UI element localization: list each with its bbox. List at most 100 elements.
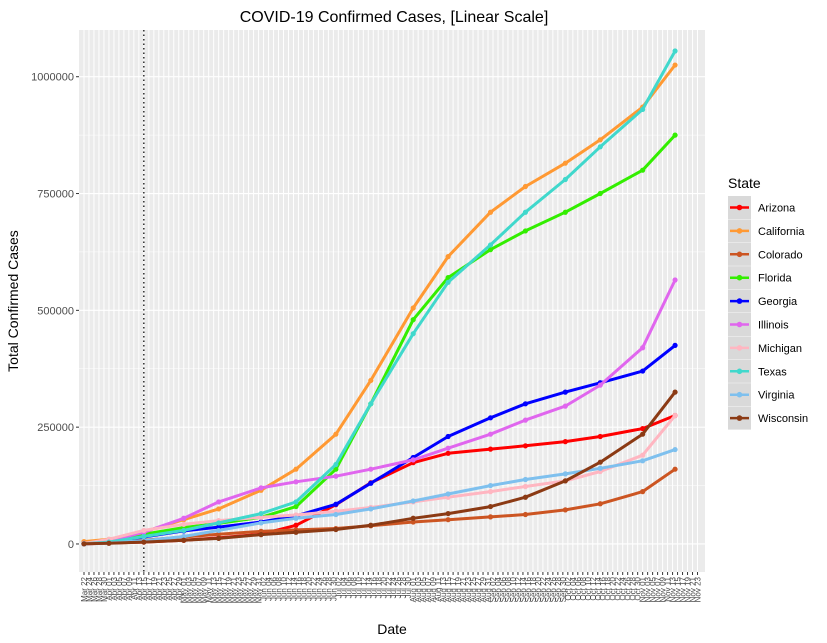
x-tick-label: Jun 10 bbox=[280, 576, 289, 601]
x-tick-label: May 05 bbox=[190, 576, 199, 603]
data-point-illinois bbox=[522, 417, 529, 423]
x-tick-label: Jun 06 bbox=[270, 576, 279, 601]
data-point-wisconsin bbox=[562, 478, 568, 484]
x-tick-label: Oct 10 bbox=[584, 576, 593, 600]
data-point-michigan bbox=[487, 489, 494, 495]
data-point-virginia bbox=[487, 482, 494, 489]
data-point-georgia bbox=[445, 433, 451, 440]
x-tick-label: Jul 16 bbox=[369, 576, 378, 598]
data-point-illinois bbox=[410, 457, 416, 463]
x-tick-label: Jun 20 bbox=[304, 576, 313, 601]
legend-marker-texas bbox=[736, 368, 743, 375]
x-tick-label: Sep 26 bbox=[549, 576, 558, 602]
x-tick-label: Jun 08 bbox=[275, 576, 284, 601]
data-point-virginia bbox=[445, 491, 451, 497]
data-point-wisconsin bbox=[368, 522, 374, 528]
x-axis-title: Date bbox=[377, 621, 407, 637]
x-tick-label: Sep 02 bbox=[489, 576, 498, 602]
data-point-texas bbox=[368, 401, 374, 407]
x-tick-label: Mar 30 bbox=[100, 576, 109, 601]
x-tick-label: May 27 bbox=[245, 576, 254, 603]
x-tick-label: May 29 bbox=[250, 576, 259, 603]
x-tick-label: Jun 16 bbox=[294, 576, 303, 601]
data-point-wisconsin bbox=[445, 510, 451, 517]
legend-label-wisconsin: Wisconsin bbox=[758, 413, 808, 425]
data-point-virginia bbox=[672, 446, 678, 453]
data-point-florida bbox=[562, 209, 568, 215]
x-tick-label: Apr 03 bbox=[110, 576, 119, 600]
data-point-texas bbox=[487, 242, 494, 248]
x-tick-label: Jul 20 bbox=[379, 576, 388, 598]
data-point-texas bbox=[597, 144, 603, 150]
data-point-florida bbox=[640, 167, 646, 173]
data-point-colorado bbox=[487, 514, 494, 520]
data-point-illinois bbox=[672, 277, 678, 283]
data-point-illinois bbox=[258, 485, 264, 491]
x-tick-label: Jul 24 bbox=[389, 576, 398, 598]
x-tick-label: Apr 19 bbox=[150, 576, 159, 600]
x-tick-label: May 25 bbox=[240, 576, 249, 603]
plot-background bbox=[79, 30, 705, 572]
x-tick-label: Nov 19 bbox=[684, 576, 693, 602]
data-point-arizona bbox=[522, 443, 529, 449]
data-point-california bbox=[562, 160, 568, 166]
x-tick-label: Aug 21 bbox=[459, 576, 468, 602]
x-tick-label: Nov 05 bbox=[649, 576, 658, 602]
y-axis: 0 250000 500000 750000 1000000 bbox=[31, 72, 79, 551]
data-point-georgia bbox=[640, 368, 646, 374]
x-tick-label: Aug 11 bbox=[434, 576, 443, 601]
x-tick-label: Mar 28 bbox=[95, 576, 104, 601]
x-tick-label: Jul 14 bbox=[364, 576, 373, 598]
x-tick-label: Nov 23 bbox=[694, 576, 703, 602]
legend-marker-arizona bbox=[736, 204, 743, 211]
data-point-california bbox=[410, 305, 416, 311]
data-point-wisconsin bbox=[293, 529, 299, 535]
x-tick-label: May 17 bbox=[220, 576, 229, 603]
data-point-virginia bbox=[368, 506, 374, 512]
x-tick-label: Aug 31 bbox=[484, 576, 493, 602]
legend-marker-georgia bbox=[736, 298, 743, 304]
x-tick-label: Apr 01 bbox=[105, 576, 114, 600]
x-tick-label: Apr 21 bbox=[155, 576, 164, 600]
x-tick-label: Aug 17 bbox=[449, 576, 458, 602]
x-tick-label: Jul 08 bbox=[349, 576, 358, 598]
data-point-virginia bbox=[258, 520, 264, 526]
x-tick-label: Nov 03 bbox=[644, 576, 653, 602]
legend-marker-florida bbox=[736, 274, 743, 281]
x-tick-label: Oct 26 bbox=[624, 576, 633, 600]
data-point-colorado bbox=[410, 519, 416, 525]
x-tick-label: Aug 05 bbox=[419, 576, 428, 602]
x-tick-label: May 19 bbox=[225, 576, 234, 603]
x-tick-label: Oct 02 bbox=[564, 576, 573, 600]
data-point-wisconsin bbox=[522, 494, 529, 500]
data-point-michigan bbox=[141, 527, 147, 534]
x-tick-label: Sep 14 bbox=[519, 576, 528, 602]
x-tick-label: May 07 bbox=[195, 576, 204, 603]
legend-label-colorado: Colorado bbox=[758, 249, 803, 261]
data-point-illinois bbox=[445, 445, 451, 451]
data-point-florida bbox=[487, 247, 494, 253]
x-tick-label: Jun 02 bbox=[260, 576, 269, 601]
data-point-michigan bbox=[522, 483, 529, 490]
x-tick-label: Nov 17 bbox=[679, 576, 688, 602]
x-tick-label: Nov 07 bbox=[654, 576, 663, 602]
x-tick-label: Aug 07 bbox=[424, 576, 433, 602]
y-tick-label: 750000 bbox=[37, 189, 74, 201]
data-point-arizona bbox=[562, 439, 568, 445]
data-point-florida bbox=[445, 275, 451, 281]
data-point-wisconsin bbox=[597, 459, 603, 465]
legend-title: State bbox=[728, 175, 761, 191]
data-point-texas bbox=[141, 533, 147, 540]
x-tick-label: Sep 24 bbox=[544, 576, 553, 602]
x-tick-label: Aug 13 bbox=[439, 576, 448, 602]
x-tick-label: Jun 04 bbox=[265, 576, 274, 601]
x-tick-label: Sep 08 bbox=[504, 576, 513, 602]
x-tick-label: Oct 22 bbox=[614, 576, 623, 600]
x-tick-label: Aug 09 bbox=[429, 576, 438, 602]
data-point-arizona bbox=[293, 522, 299, 528]
x-tick-label: Apr 11 bbox=[130, 576, 139, 600]
x-tick-label: Sep 18 bbox=[529, 576, 538, 602]
data-point-texas bbox=[562, 176, 568, 183]
